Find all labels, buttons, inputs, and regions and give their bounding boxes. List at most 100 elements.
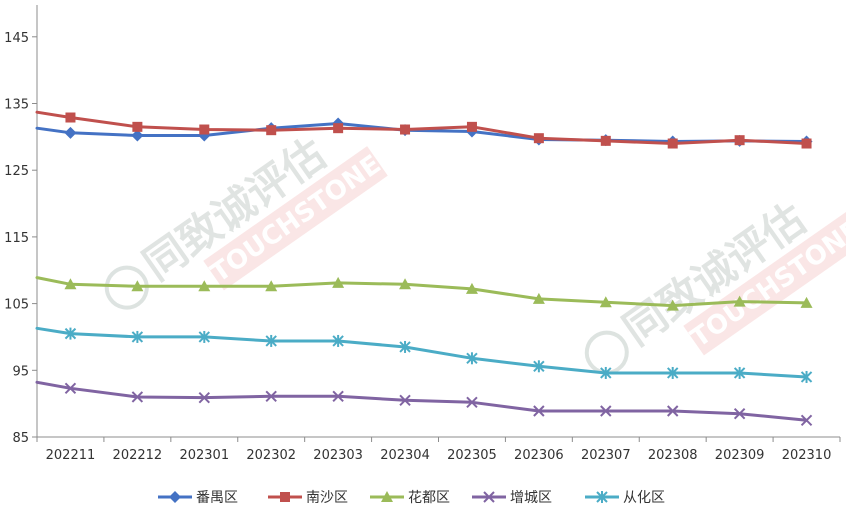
legend-marker <box>169 491 181 503</box>
data-point <box>132 121 143 132</box>
x-tick-label: 202302 <box>246 448 296 463</box>
legend-marker <box>483 491 495 503</box>
data-point <box>265 334 277 347</box>
data-point <box>266 125 277 136</box>
x-tick-label: 202306 <box>514 448 564 463</box>
marker-stroke <box>533 405 545 417</box>
marker-stroke <box>483 491 495 503</box>
marker-stroke <box>332 390 344 403</box>
marker-stroke <box>667 405 679 417</box>
data-point <box>600 405 612 417</box>
legend-item-1: 番禺区 <box>158 490 238 506</box>
data-point <box>399 278 412 290</box>
legend-item-4: 增城区 <box>472 490 552 506</box>
marker-stroke <box>131 391 144 403</box>
x-tick-label: 202304 <box>380 448 430 463</box>
data-point <box>733 295 746 307</box>
x-tick-label: 202211 <box>46 448 96 463</box>
x-tick-label: 202303 <box>313 448 363 463</box>
y-tick-label: 125 <box>4 164 29 179</box>
data-point <box>533 405 545 417</box>
data-point <box>465 282 478 294</box>
marker-stroke <box>466 396 478 409</box>
data-point <box>198 330 210 343</box>
data-point <box>64 382 77 395</box>
x-tick-label: 202212 <box>113 448 163 463</box>
data-point <box>131 330 144 343</box>
data-point <box>533 360 545 373</box>
marker-stroke <box>265 390 277 403</box>
data-point <box>399 340 411 353</box>
data-point <box>800 296 813 308</box>
data-point <box>332 334 344 347</box>
data-point <box>199 124 210 135</box>
data-point <box>599 296 612 308</box>
data-point <box>265 390 277 403</box>
marker-stroke <box>600 405 612 417</box>
data-point <box>667 366 679 379</box>
series-3 <box>35 276 813 311</box>
data-point <box>734 135 745 146</box>
axes: 85 95 105 115 125 135 145 202211 202212 202301 202… <box>4 5 841 463</box>
legend-item-3: 花都区 <box>370 490 450 506</box>
series-line <box>35 380 808 422</box>
data-point <box>667 138 678 149</box>
data-point <box>131 129 144 142</box>
legend-label: 从化区 <box>623 490 665 506</box>
data-point <box>533 133 544 144</box>
data-point <box>131 391 144 403</box>
series-2 <box>35 110 812 149</box>
data-point <box>801 138 812 149</box>
legend: 番禺区 南沙区 花都区 增城区 从化区 <box>158 490 665 506</box>
data-point <box>198 280 211 292</box>
data-point <box>131 280 144 292</box>
data-point <box>332 276 345 288</box>
watermark-banner <box>203 146 388 291</box>
data-point <box>600 135 611 146</box>
data-point <box>64 278 77 290</box>
data-point <box>733 407 746 420</box>
legend-label: 增城区 <box>510 490 552 506</box>
y-tick-label: 135 <box>4 98 29 113</box>
x-tick-label: 202307 <box>581 448 631 463</box>
y-tick-label: 115 <box>4 231 29 246</box>
watermark-logo-icon <box>584 330 629 375</box>
legend-item-5: 从化区 <box>585 490 665 506</box>
marker-stroke <box>399 394 411 407</box>
data-point <box>666 299 679 311</box>
y-tick-label: 145 <box>4 31 29 46</box>
data-point <box>400 124 411 135</box>
legend-item-2: 南沙区 <box>268 490 348 506</box>
data-point <box>64 126 77 139</box>
marker-stroke <box>64 382 77 395</box>
series-line <box>35 110 808 145</box>
marker-stroke <box>733 407 746 420</box>
data-point <box>65 112 76 123</box>
data-point <box>466 121 477 132</box>
data-point <box>600 366 612 379</box>
y-tick-label: 95 <box>12 364 29 379</box>
data-point <box>64 327 77 340</box>
data-point <box>333 123 344 134</box>
data-point <box>800 414 813 427</box>
watermark-logo-icon <box>104 265 149 310</box>
data-point <box>800 370 813 383</box>
x-tick-label: 202309 <box>715 448 765 463</box>
data-point <box>733 366 746 379</box>
series-5 <box>35 326 813 383</box>
data-point <box>399 394 411 407</box>
x-tick-label: 202308 <box>648 448 698 463</box>
watermark-banner <box>683 211 846 356</box>
data-point <box>332 390 344 403</box>
data-point <box>532 292 545 304</box>
legend-label: 花都区 <box>408 490 450 506</box>
legend-label: 番禺区 <box>196 490 238 506</box>
series-4 <box>35 380 813 427</box>
marker-stroke <box>800 414 813 427</box>
legend-label: 南沙区 <box>306 490 348 506</box>
marker-stroke <box>198 391 210 404</box>
legend-marker <box>381 491 393 502</box>
data-point <box>466 352 478 365</box>
